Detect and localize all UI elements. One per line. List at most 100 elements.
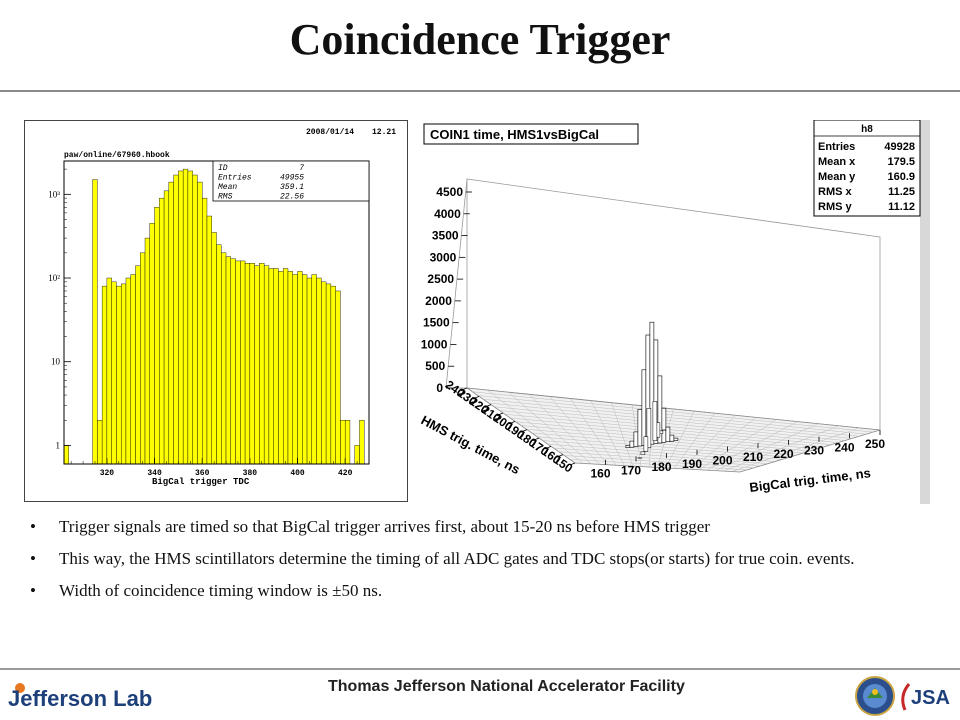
- histogram-bar: [230, 258, 236, 465]
- floor-grid-line: [690, 417, 757, 470]
- histogram-bar: [316, 277, 322, 465]
- floor-grid-line: [611, 402, 633, 467]
- stats-value: 49928: [884, 141, 915, 153]
- logo-dot-orange: [15, 683, 25, 693]
- histogram-bar: [311, 274, 317, 465]
- y-tick-mark: [497, 412, 504, 416]
- histogram-bar: [97, 420, 103, 465]
- histogram-bar: [168, 181, 174, 465]
- stats-value: 7: [299, 164, 304, 173]
- y-tick-mark: [473, 395, 480, 399]
- histogram-bar: [211, 232, 217, 465]
- lego-bar: [633, 431, 639, 447]
- histogram-bar: [306, 277, 313, 465]
- histogram-bar: [206, 215, 212, 465]
- histogram-bar: [135, 265, 141, 465]
- z-tick-label: 2000: [425, 294, 452, 308]
- lego-bar: [641, 369, 647, 446]
- footer-institution: Thomas Jefferson National Accelerator Fa…: [328, 678, 685, 695]
- x-tick-label: 400: [290, 469, 305, 478]
- z-tick-label: 4000: [434, 207, 461, 221]
- y-tick-mark: [509, 420, 516, 424]
- bullet-dot: •: [30, 581, 36, 600]
- stats-value: 179.5: [887, 156, 915, 168]
- histogram-bar: [225, 256, 231, 465]
- histogram-bar: [149, 223, 155, 465]
- lego-stats-title: h8: [861, 124, 873, 135]
- histogram-bar: [63, 445, 69, 465]
- x-tick-label: 340: [147, 469, 162, 478]
- jsa-logos: JSA: [855, 676, 950, 716]
- lego-bar: [652, 401, 658, 441]
- y-tick-label: 1: [56, 440, 61, 450]
- stats-key: RMS y: [818, 201, 853, 213]
- bullet-dot: •: [30, 517, 36, 536]
- lego-bar: [661, 407, 667, 443]
- histogram-bar: [254, 265, 260, 465]
- bullet-text: Width of coincidence timing window is ±5…: [59, 581, 383, 600]
- stats-key: ID: [218, 164, 228, 173]
- right-lego-plot: 0 500 1000 1500 2000 2500 3000 3500 4000 4500 160…: [410, 120, 930, 504]
- bullet-item: • Trigger signals are timed so that BigCa…: [30, 514, 910, 540]
- y-tick-mark: [569, 462, 576, 466]
- jefferson-lab-logo: Jefferson Lab: [8, 683, 152, 711]
- z-tick-label: 3500: [432, 229, 459, 243]
- lego-bar: [665, 426, 671, 443]
- bullet-text: Trigger signals are timed so that BigCal…: [59, 517, 710, 536]
- histogram-bar: [144, 237, 150, 465]
- lego-bar: [673, 437, 679, 441]
- histogram-bar: [182, 168, 189, 465]
- z-tick-label: 1000: [421, 337, 448, 351]
- y-tick-label: 10: [51, 357, 61, 367]
- bullet-list: • Trigger signals are timed so that BigCa…: [30, 514, 910, 610]
- doe-seal-icon: [855, 676, 895, 716]
- left-stats-box: [212, 160, 370, 202]
- histogram-bar: [259, 263, 265, 465]
- lego-bar: [643, 436, 649, 452]
- stats-key: Mean: [218, 183, 237, 192]
- histogram-bar: [263, 265, 270, 465]
- x-tick-label: 210: [743, 450, 763, 464]
- lego-bar: [637, 409, 643, 447]
- left-xlabel: BigCal trigger TDC: [152, 477, 250, 487]
- stats-key: Entries: [218, 174, 252, 183]
- histogram-bar: [292, 274, 298, 465]
- histogram-bar: [154, 207, 160, 465]
- histogram-bar: [178, 170, 184, 465]
- x-tick-label: 200: [712, 454, 732, 468]
- histogram-bar: [116, 285, 122, 465]
- histogram-bar: [297, 271, 303, 465]
- histogram-bar: [201, 197, 208, 465]
- y-tick-label: 10²: [48, 273, 60, 283]
- stats-value: 359.1: [280, 183, 304, 192]
- bullet-dot: •: [30, 549, 36, 568]
- z-tick-label: 0: [436, 381, 443, 395]
- histogram-bar: [278, 271, 284, 465]
- y-tick-mark: [461, 387, 468, 391]
- left-header-time: 12.21: [372, 128, 396, 137]
- stats-value: 49955: [280, 174, 304, 183]
- stats-key: Entries: [818, 141, 855, 153]
- lego-bar: [625, 444, 631, 448]
- histogram-bar: [120, 283, 127, 465]
- floor-grid-line: [682, 415, 736, 470]
- histogram-bar: [273, 268, 279, 465]
- stats-key: RMS: [218, 193, 233, 202]
- y-tick-mark: [533, 437, 540, 441]
- lego-bar: [629, 440, 635, 448]
- stats-key: RMS x: [818, 186, 853, 198]
- lego-bar: [640, 451, 646, 455]
- x-tick-label: 360: [195, 469, 210, 478]
- y-tick-mark: [545, 445, 552, 449]
- histogram-bar: [268, 268, 274, 465]
- floor-grid-line: [698, 419, 777, 470]
- stats-value: 11.25: [888, 186, 915, 198]
- histogram-bar: [330, 285, 336, 465]
- histogram-bar: [335, 290, 341, 465]
- floor-grid-line: [508, 392, 592, 465]
- bullet-item: • This way, the HMS scintillators determi…: [30, 546, 910, 572]
- y-tick-label: 10³: [48, 189, 60, 199]
- histogram-bar: [101, 285, 108, 465]
- histogram-bar: [192, 174, 198, 465]
- y-tick-mark: [521, 429, 528, 433]
